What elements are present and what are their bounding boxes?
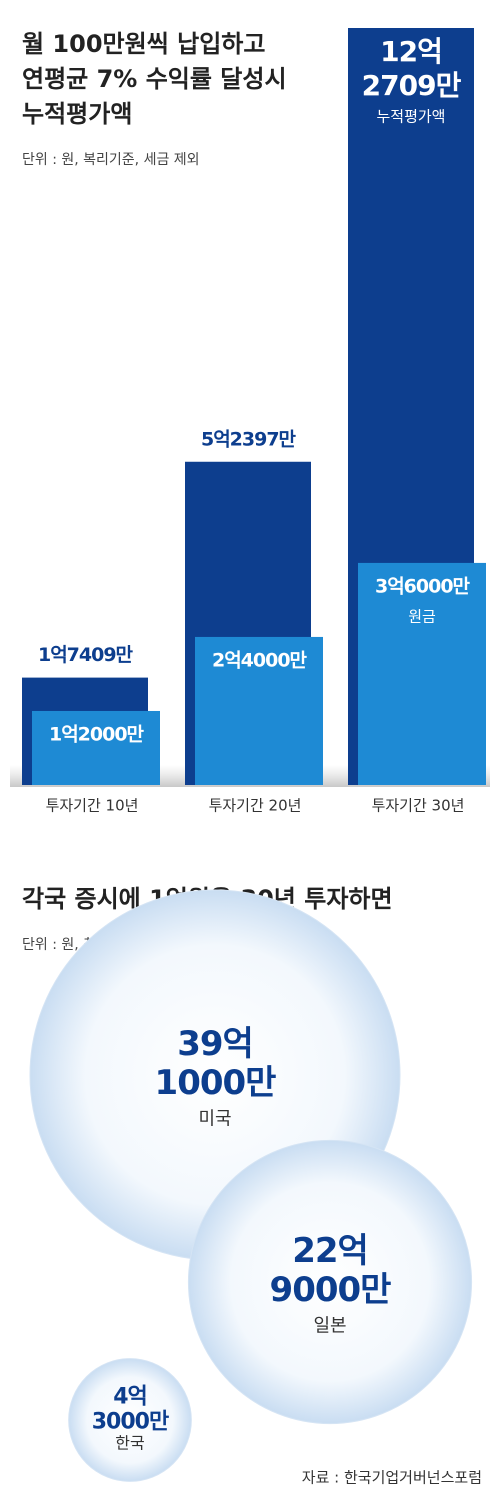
legend-label: 누적평가액 <box>376 108 445 126</box>
x-tick-label: 투자기간 20년 <box>209 797 302 815</box>
value-label: 1억2000만 <box>49 723 145 745</box>
bar <box>358 562 486 785</box>
bar <box>195 636 323 785</box>
value-label: 39억 <box>177 1024 253 1064</box>
chart-title: 누적평가액 <box>22 100 132 128</box>
legend-label: 원금 <box>408 607 436 625</box>
x-tick-label: 투자기간 30년 <box>372 797 465 815</box>
value-label: 1억7409만 <box>38 644 134 666</box>
bubble <box>187 1139 473 1425</box>
chart-title: 월 100만원씩 납입하고 <box>22 30 265 58</box>
category-label: 한국 <box>115 1433 144 1452</box>
chart-title: 연평균 7% 수익률 달성시 <box>22 65 287 93</box>
bubble <box>68 1358 192 1482</box>
x-tick-label: 투자기간 10년 <box>46 797 139 815</box>
value-label: 5억2397만 <box>201 428 297 450</box>
value-label: 2억4000만 <box>212 649 308 671</box>
bar <box>32 710 160 785</box>
category-label: 일본 <box>313 1316 346 1337</box>
category-label: 미국 <box>198 1109 231 1130</box>
value-label: 12억 <box>380 35 442 68</box>
source: 자료 : 한국기업거버넌스포럼 <box>302 1469 482 1487</box>
value-label: 3000만 <box>92 1410 169 1435</box>
value-label: 4억 <box>113 1384 147 1409</box>
chart-subtitle: 단위 : 원, 복리기준, 세금 제외 <box>22 152 200 168</box>
value-label: 3억6000만 <box>375 575 471 597</box>
value-label: 1000만 <box>155 1063 277 1103</box>
value-label: 2709만 <box>362 69 462 102</box>
value-label: 22억 <box>292 1231 368 1271</box>
value-label: 9000만 <box>270 1270 392 1310</box>
